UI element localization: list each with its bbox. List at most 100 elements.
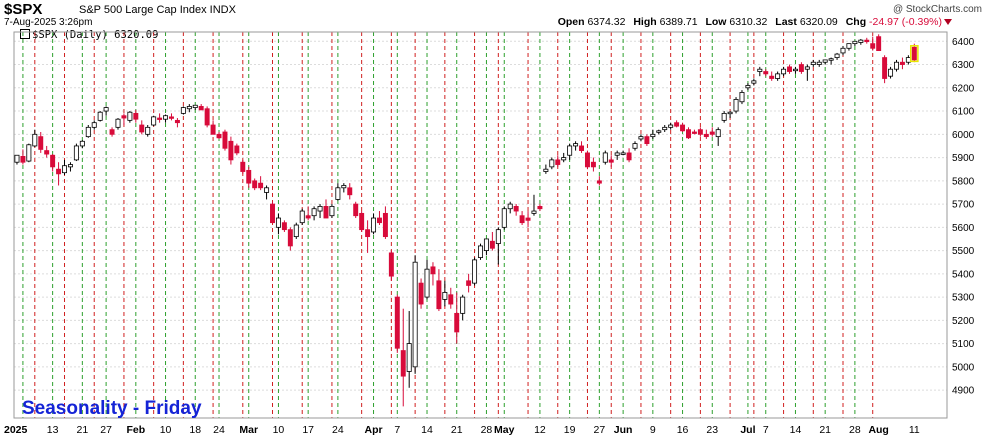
candle: [816, 59, 822, 67]
candle: [828, 57, 834, 65]
candle-body: [353, 203, 359, 217]
candle: [127, 111, 133, 123]
candle: [275, 213, 281, 235]
candle-body: [739, 92, 745, 103]
candle-body: [14, 154, 20, 163]
y-tick-label: 5700: [952, 200, 975, 211]
y-tick-label: 5000: [952, 362, 975, 373]
candle-body: [418, 282, 424, 305]
candle: [335, 183, 341, 201]
candle: [846, 43, 852, 51]
chart-header: $SPX S&P 500 Large Cap Index INDX @ Stoc…: [0, 0, 990, 32]
candle: [852, 40, 858, 46]
candle: [365, 220, 371, 253]
chg-label: Chg: [845, 16, 867, 28]
candle-body: [204, 108, 210, 126]
candle: [590, 157, 596, 172]
candle-body: [281, 222, 287, 231]
y-tick-label: 5500: [952, 246, 975, 257]
candle: [882, 55, 888, 84]
candle: [864, 37, 870, 44]
candle-body: [602, 152, 608, 163]
candle-body: [519, 215, 525, 224]
x-tick-label: 21: [451, 424, 463, 436]
candle-body: [299, 210, 305, 224]
candle: [258, 176, 264, 191]
stockcharts-watermark[interactable]: @ StockCharts.com: [892, 4, 982, 15]
x-tick-label: 28: [849, 424, 861, 436]
candle: [400, 308, 406, 407]
candle: [26, 143, 32, 163]
candle: [73, 143, 79, 162]
candle: [32, 129, 38, 148]
candle-body: [412, 261, 418, 368]
candle: [656, 129, 662, 135]
y-tick-label: 6100: [952, 107, 975, 118]
ohlc-summary: Open 6374.32 High 6389.71 Low 6310.32 La…: [558, 16, 942, 28]
candle-body: [376, 217, 382, 224]
candle-body: [121, 115, 127, 119]
candle: [353, 201, 359, 219]
candle-body: [371, 217, 377, 233]
candle: [109, 127, 115, 137]
candle: [252, 178, 258, 191]
candle: [501, 206, 507, 230]
x-tick-label: 9: [650, 424, 656, 436]
candle: [739, 90, 745, 105]
candle: [204, 106, 210, 128]
candle: [460, 294, 466, 321]
candle-body: [448, 294, 454, 305]
x-tick-label: 16: [677, 424, 689, 436]
candle-body: [359, 212, 365, 231]
candle-body: [781, 68, 787, 75]
candle: [145, 125, 151, 137]
candle-body: [472, 259, 478, 284]
candle-body: [769, 75, 775, 79]
x-tick-label: Apr: [364, 424, 382, 436]
y-tick-label: 5600: [952, 223, 975, 234]
candle-body: [537, 205, 543, 210]
candle-body: [864, 39, 870, 43]
candle-body: [662, 126, 668, 131]
y-tick-label: 5800: [952, 176, 975, 187]
candle-body: [436, 280, 442, 310]
candle-body: [198, 106, 204, 111]
candle-body: [561, 157, 567, 161]
candle-body: [424, 268, 430, 298]
x-tick-label: 24: [332, 424, 344, 436]
candle-body: [531, 210, 537, 214]
candle: [804, 64, 810, 81]
candle: [489, 231, 495, 251]
candle-body: [674, 122, 680, 127]
candle-body: [840, 47, 846, 54]
candle-body: [846, 43, 852, 49]
candle-body: [852, 40, 858, 45]
candle-body: [317, 205, 323, 212]
candle-body: [347, 187, 353, 196]
candle-body: [264, 187, 270, 193]
index-name: S&P 500 Large Cap Index INDX: [79, 4, 236, 16]
candle: [763, 69, 769, 77]
y-tick-label: 5300: [952, 293, 975, 304]
candle: [264, 185, 270, 200]
candle-body: [905, 57, 911, 63]
candle-body: [258, 182, 264, 189]
candle-body: [85, 126, 91, 138]
candle: [697, 127, 703, 137]
candle: [50, 154, 56, 172]
candle: [376, 211, 382, 225]
candle-body: [650, 133, 656, 138]
open-value: 6374.32: [587, 16, 626, 28]
candle-body: [686, 129, 691, 139]
candle-body: [775, 73, 781, 79]
candle: [216, 131, 222, 139]
candle-body: [91, 122, 97, 128]
candle: [757, 66, 763, 77]
candle: [234, 143, 240, 156]
candle-body: [382, 212, 388, 238]
candle-body: [715, 129, 721, 138]
candle: [745, 83, 751, 91]
candle: [840, 45, 846, 56]
candle: [38, 131, 44, 153]
candle-body: [323, 205, 329, 219]
